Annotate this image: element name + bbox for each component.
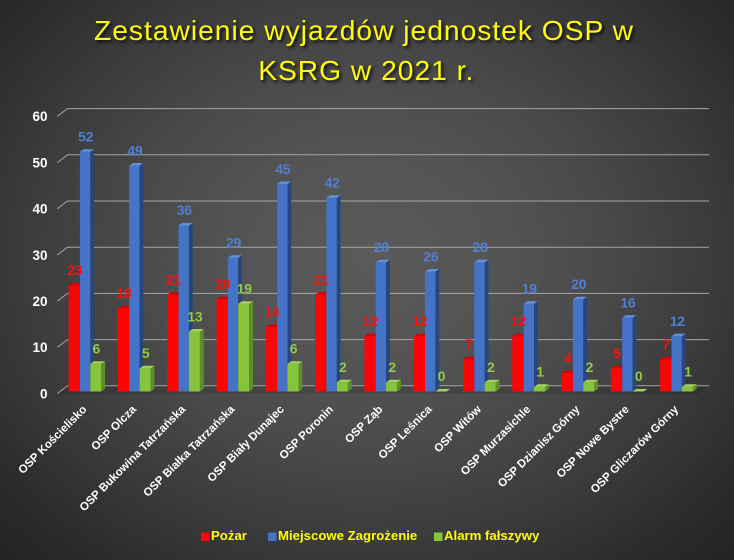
svg-text:2: 2 — [388, 359, 396, 375]
svg-text:13: 13 — [187, 308, 202, 324]
svg-text:6: 6 — [93, 341, 101, 357]
svg-text:29: 29 — [226, 235, 241, 251]
svg-text:10: 10 — [32, 340, 47, 355]
svg-text:26: 26 — [423, 248, 438, 264]
svg-text:20: 20 — [571, 276, 586, 292]
svg-text:OSP Bukowina Tatrzańska: OSP Bukowina Tatrzańska — [78, 403, 189, 514]
svg-text:21: 21 — [314, 271, 329, 287]
svg-text:12: 12 — [670, 313, 685, 329]
svg-text:12: 12 — [511, 313, 526, 329]
svg-text:OSP Dzianisz Górny: OSP Dzianisz Górny — [496, 403, 583, 490]
svg-text:52: 52 — [78, 129, 93, 145]
svg-text:7: 7 — [663, 336, 671, 352]
svg-text:40: 40 — [32, 202, 47, 217]
svg-text:30: 30 — [32, 248, 47, 263]
svg-text:1: 1 — [536, 364, 544, 380]
svg-text:OSP Witów: OSP Witów — [432, 404, 484, 456]
svg-text:36: 36 — [177, 202, 192, 218]
svg-text:0: 0 — [438, 368, 446, 384]
svg-text:20: 20 — [32, 294, 47, 309]
svg-text:0: 0 — [635, 368, 643, 384]
svg-text:18: 18 — [117, 285, 132, 301]
svg-text:2: 2 — [339, 359, 347, 375]
svg-text:12: 12 — [363, 313, 378, 329]
svg-text:OSP Białka Tatrzańska: OSP Białka Tatrzańska — [142, 403, 238, 499]
svg-text:50: 50 — [32, 155, 47, 170]
svg-text:2: 2 — [487, 359, 495, 375]
svg-text:19: 19 — [237, 281, 252, 297]
svg-text:16: 16 — [620, 294, 635, 310]
svg-text:1: 1 — [684, 364, 692, 380]
svg-text:OSP Olcza: OSP Olcza — [89, 403, 139, 453]
svg-text:Alarm fałszywy: Alarm fałszywy — [444, 528, 540, 543]
svg-text:23: 23 — [67, 262, 82, 278]
svg-text:OSP Leśnica: OSP Leśnica — [377, 403, 435, 461]
svg-text:6: 6 — [290, 341, 298, 357]
svg-text:45: 45 — [275, 161, 290, 177]
svg-text:19: 19 — [522, 281, 537, 297]
svg-text:0: 0 — [40, 386, 48, 401]
svg-text:5: 5 — [613, 345, 621, 361]
svg-text:OSP Kościelisko: OSP Kościelisko — [17, 404, 90, 477]
svg-text:49: 49 — [127, 142, 142, 158]
svg-text:28: 28 — [473, 239, 488, 255]
svg-text:42: 42 — [325, 175, 340, 191]
svg-text:7: 7 — [465, 336, 473, 352]
svg-text:28: 28 — [374, 239, 389, 255]
svg-text:OSP Ząb: OSP Ząb — [343, 404, 385, 446]
svg-text:20: 20 — [215, 276, 230, 292]
svg-text:OSP Gliczarów Górny: OSP Gliczarów Górny — [589, 403, 682, 496]
svg-text:60: 60 — [32, 109, 47, 124]
svg-text:14: 14 — [264, 304, 279, 320]
svg-text:2: 2 — [586, 359, 594, 375]
svg-text:5: 5 — [142, 345, 150, 361]
svg-text:4: 4 — [564, 350, 572, 366]
svg-text:Pożar: Pożar — [211, 528, 247, 543]
svg-text:21: 21 — [166, 271, 181, 287]
svg-text:Miejscowe Zagrożenie: Miejscowe Zagrożenie — [278, 528, 417, 543]
svg-text:12: 12 — [412, 313, 427, 329]
